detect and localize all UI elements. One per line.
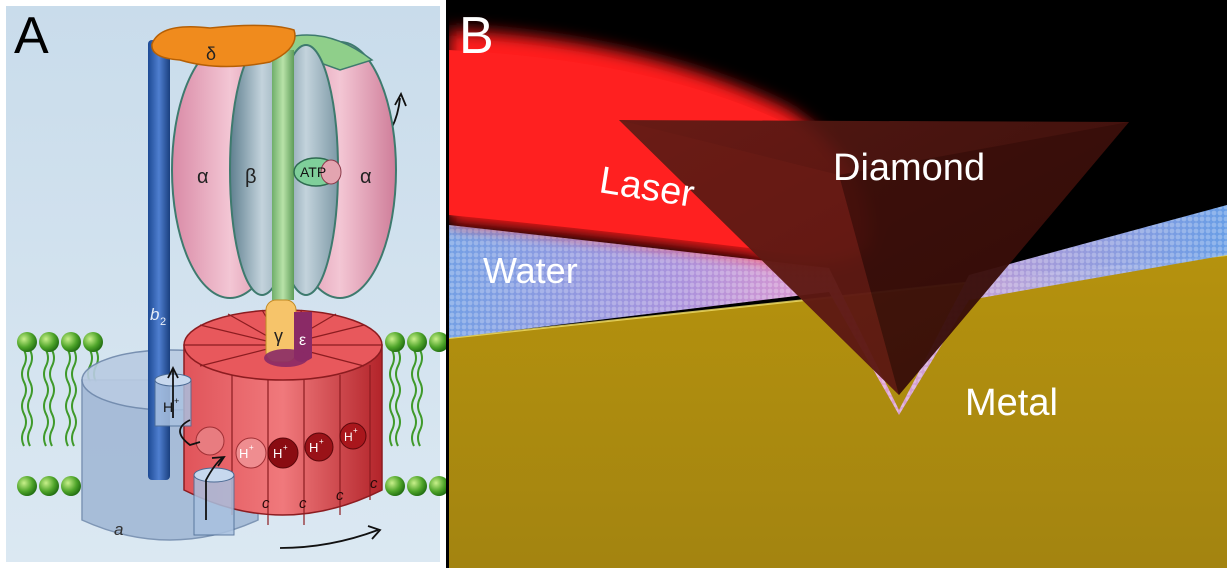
label-h-3: H	[309, 440, 318, 455]
label-atp: ATP	[300, 164, 326, 180]
gamma-stalk-green	[272, 50, 294, 300]
label-metal: Metal	[965, 382, 1058, 424]
epsilon-subunit	[294, 312, 312, 362]
proton-channel-lower	[193, 467, 235, 536]
f1-head	[171, 34, 397, 300]
label-water: Water	[483, 250, 578, 291]
membrane-lipid-tails	[21, 349, 423, 447]
label-h-3-plus: +	[319, 437, 324, 446]
diamond-tip	[619, 120, 1129, 395]
label-h-2-plus: +	[283, 443, 288, 452]
label-c-2: c	[299, 495, 307, 512]
label-delta: δ	[206, 44, 216, 64]
label-a: a	[114, 520, 123, 539]
atp-synthase-diagram: δ α β ATP α b 2 γ ε a c c c c H + H + H …	[6, 6, 448, 562]
panel-b-letter: B	[459, 7, 494, 65]
label-c-3: c	[336, 487, 344, 504]
water-layer	[449, 205, 1227, 415]
label-alpha-left: α	[197, 166, 209, 188]
panel-a: δ α β ATP α b 2 γ ε a c c c c H + H + H …	[0, 0, 448, 568]
label-epsilon: ε	[299, 332, 306, 349]
label-b-subscript: 2	[160, 316, 166, 328]
label-c-1: c	[262, 495, 270, 512]
membrane-lipid-heads	[17, 332, 448, 496]
label-h-top: H	[163, 399, 173, 415]
label-beta: β	[245, 166, 257, 188]
panel-b: Laser Diamond Water Metal B	[449, 0, 1227, 568]
label-h-4-plus: +	[353, 426, 358, 435]
metal-surface	[449, 255, 1227, 568]
label-c-4: c	[370, 475, 378, 492]
panel-divider	[446, 0, 450, 568]
label-h-1-plus: +	[249, 443, 254, 452]
proton-flow-arrows	[167, 91, 407, 549]
label-diamond: Diamond	[833, 147, 985, 189]
laser-diamond-scene: Laser Diamond Water Metal	[449, 0, 1227, 568]
proton-spheres	[195, 422, 367, 469]
label-b: b	[150, 305, 159, 324]
atp-marker	[293, 157, 342, 187]
b2-stalk	[148, 40, 170, 480]
panel-a-letter: A	[14, 7, 49, 65]
label-gamma: γ	[274, 326, 283, 346]
label-h-4: H	[344, 430, 353, 444]
delta-subunit	[151, 24, 296, 68]
label-alpha-right: α	[360, 166, 372, 188]
label-h-top-plus: +	[174, 396, 179, 406]
label-h-1: H	[239, 446, 248, 461]
label-h-2: H	[273, 446, 282, 461]
